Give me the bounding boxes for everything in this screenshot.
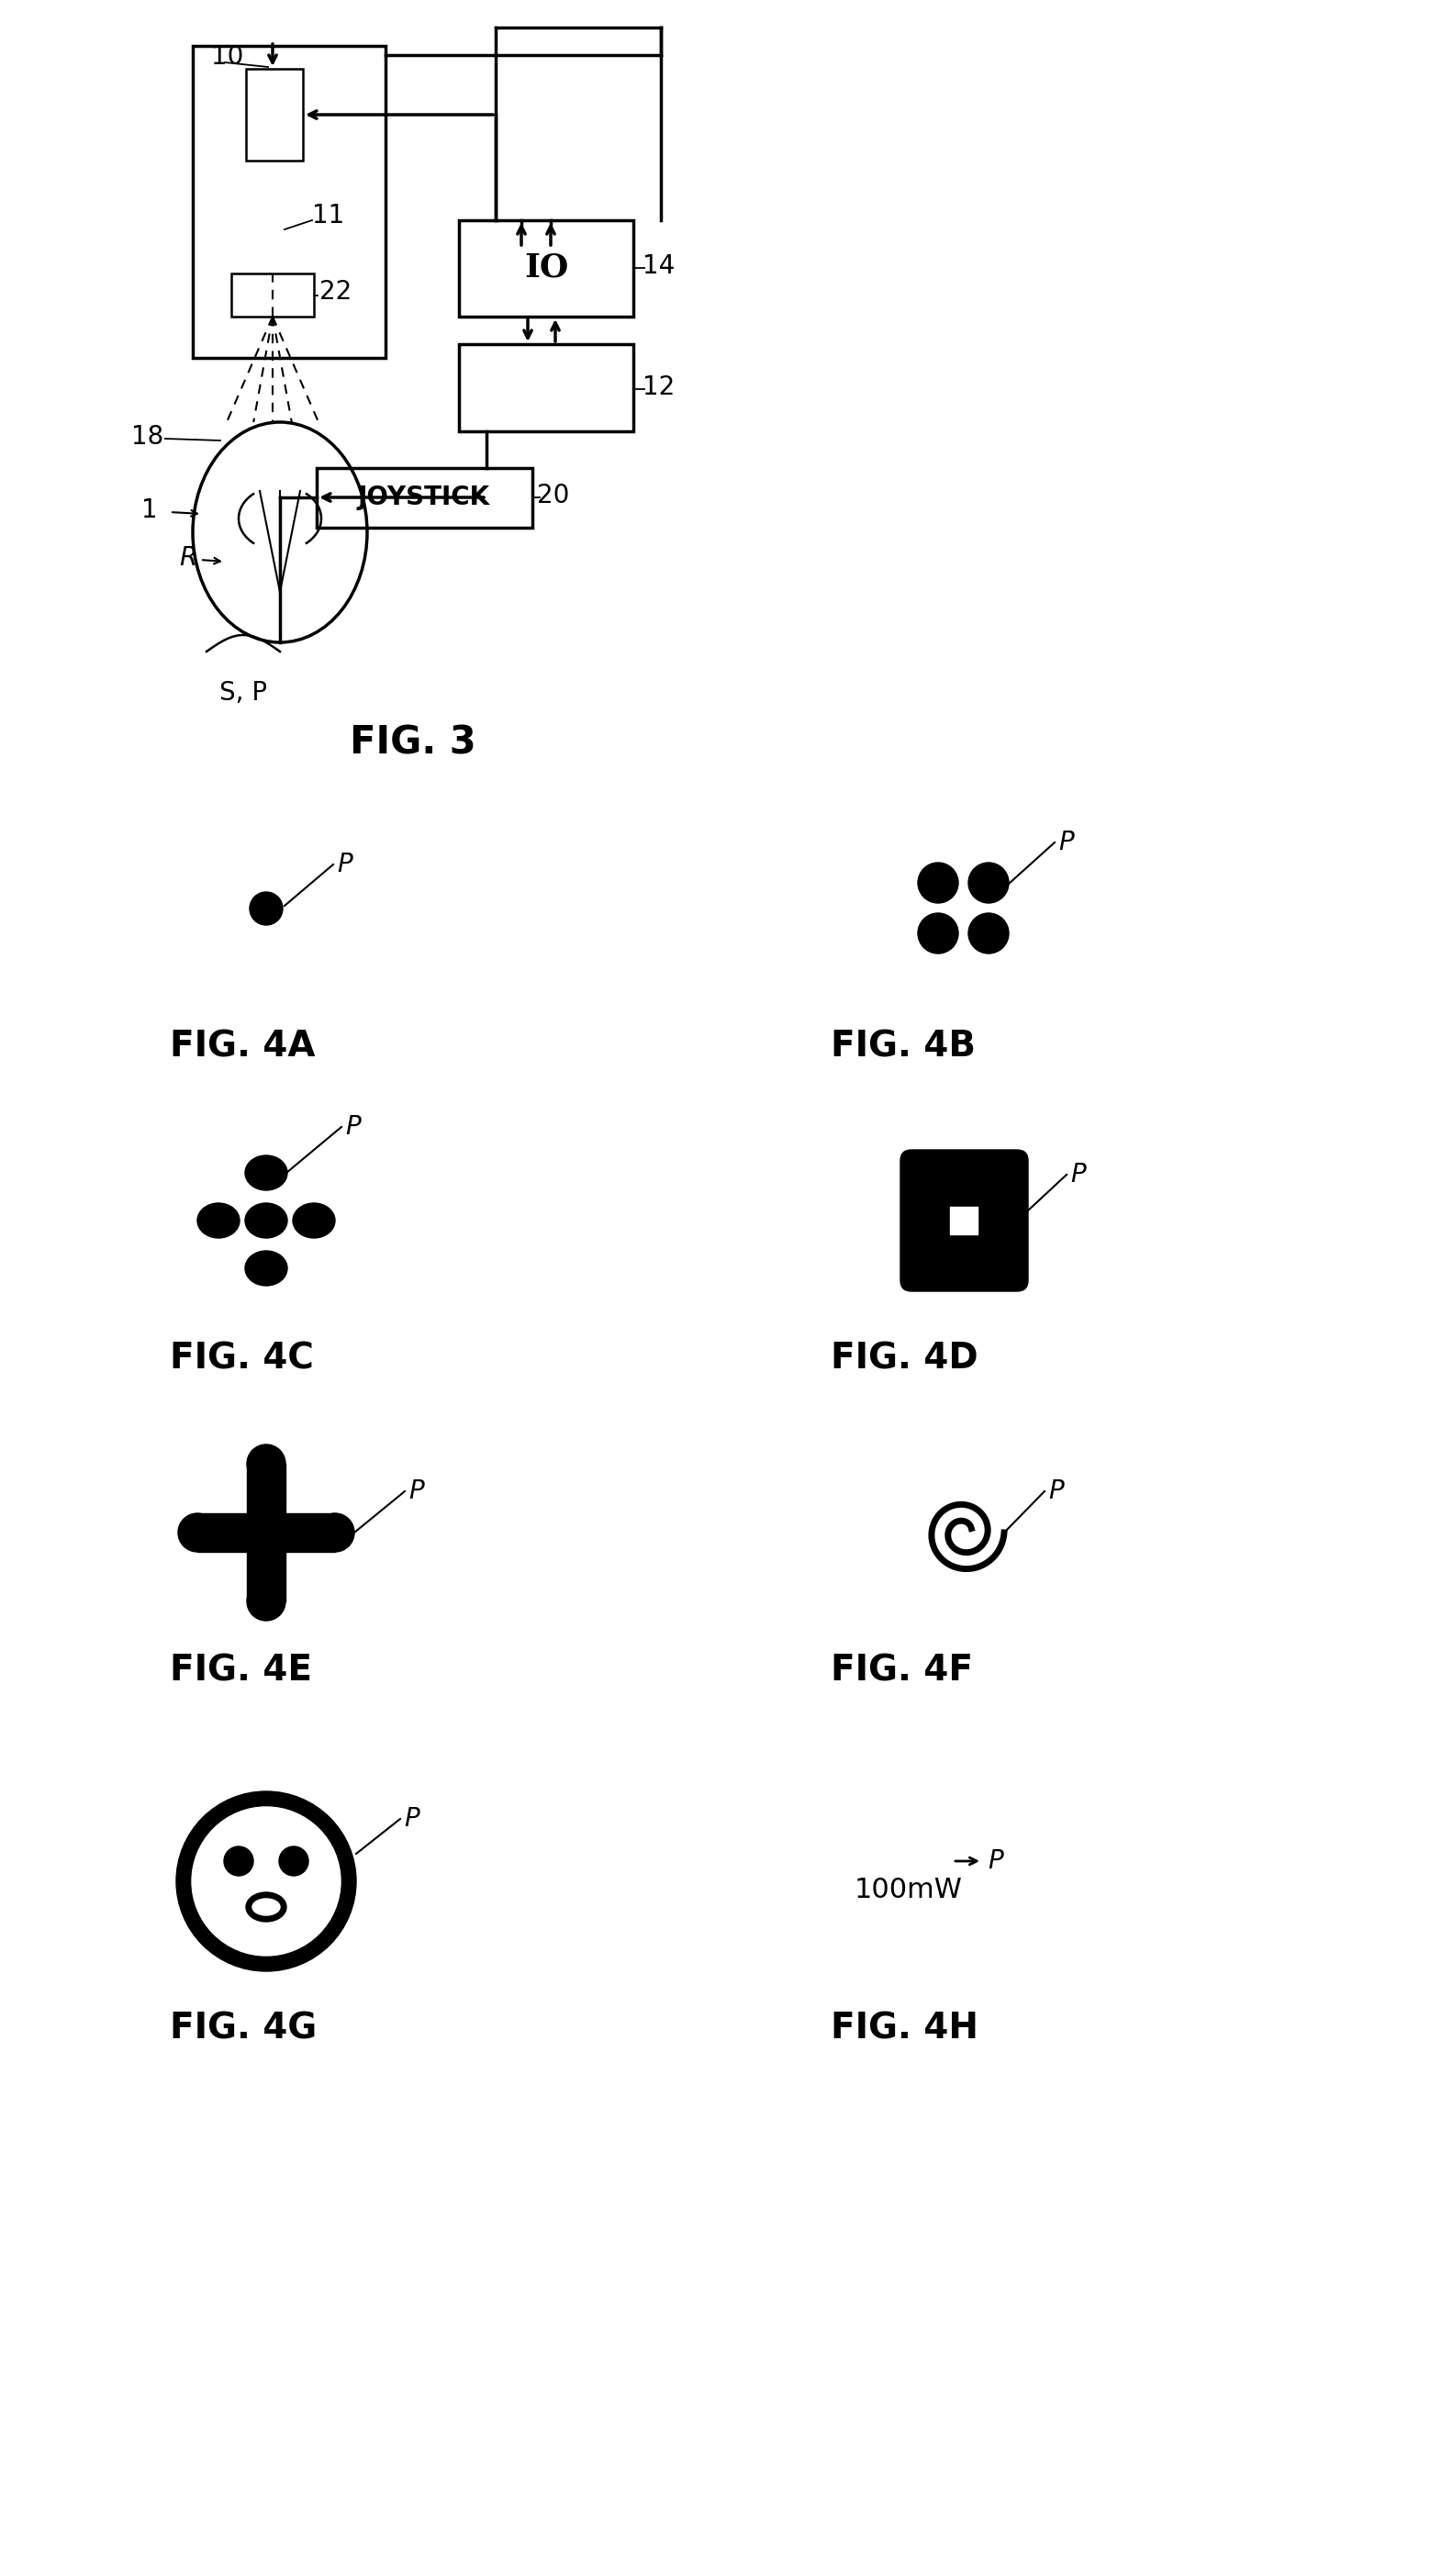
Ellipse shape: [198, 1203, 240, 1239]
Circle shape: [247, 1445, 285, 1484]
Circle shape: [315, 1512, 355, 1551]
Bar: [247, 1463, 285, 1602]
Circle shape: [918, 863, 959, 904]
Text: IO: IO: [525, 252, 568, 283]
Bar: [231, 273, 314, 317]
Ellipse shape: [253, 1899, 280, 1914]
Text: 12: 12: [642, 374, 674, 399]
Text: FIG. 4B: FIG. 4B: [831, 1028, 976, 1064]
Bar: [459, 222, 634, 317]
Text: 22: 22: [320, 278, 352, 304]
Bar: [198, 1512, 336, 1551]
Circle shape: [247, 1582, 285, 1620]
Text: 10: 10: [211, 44, 244, 70]
Ellipse shape: [246, 1252, 288, 1285]
Circle shape: [918, 912, 959, 953]
Bar: [459, 345, 634, 430]
Text: P: P: [1048, 1479, 1064, 1504]
Text: 100mW: 100mW: [854, 1878, 963, 1904]
Bar: [950, 1206, 978, 1234]
Circle shape: [250, 891, 283, 925]
Circle shape: [279, 1847, 308, 1875]
FancyBboxPatch shape: [901, 1149, 1029, 1291]
Bar: [317, 469, 532, 528]
Text: FIG. 4D: FIG. 4D: [831, 1340, 978, 1376]
Text: FIG. 4A: FIG. 4A: [170, 1028, 315, 1064]
Text: P: P: [1058, 829, 1074, 855]
Text: S, P: S, P: [219, 680, 267, 706]
Text: P: P: [988, 1847, 1003, 1873]
Text: 1: 1: [142, 497, 158, 523]
Text: 20: 20: [538, 482, 570, 507]
Text: P: P: [346, 1113, 360, 1139]
Text: FIG. 4E: FIG. 4E: [170, 1654, 312, 1687]
Text: P: P: [1071, 1162, 1085, 1188]
Bar: [193, 46, 385, 358]
Circle shape: [176, 1790, 356, 1971]
Circle shape: [192, 1806, 340, 1955]
Bar: [246, 70, 302, 160]
Text: P: P: [404, 1806, 420, 1832]
Ellipse shape: [246, 1157, 288, 1190]
Text: JOYSTICK: JOYSTICK: [357, 484, 490, 510]
Text: FIG. 4F: FIG. 4F: [831, 1654, 974, 1687]
Text: 18: 18: [131, 425, 163, 451]
Circle shape: [179, 1512, 216, 1551]
Circle shape: [968, 863, 1008, 904]
Text: 11: 11: [312, 204, 344, 229]
Text: FIG. 3: FIG. 3: [350, 724, 477, 762]
Circle shape: [968, 912, 1008, 953]
Text: FIG. 4G: FIG. 4G: [170, 2012, 317, 2045]
Ellipse shape: [246, 1893, 286, 1922]
Text: FIG. 4H: FIG. 4H: [831, 2012, 978, 2045]
Circle shape: [224, 1847, 253, 1875]
Text: P: P: [408, 1479, 424, 1504]
Text: P: P: [337, 853, 352, 878]
Text: FIG. 4C: FIG. 4C: [170, 1340, 314, 1376]
Text: 14: 14: [642, 252, 674, 278]
Text: R: R: [180, 546, 198, 572]
Ellipse shape: [246, 1203, 288, 1239]
Ellipse shape: [294, 1203, 336, 1239]
